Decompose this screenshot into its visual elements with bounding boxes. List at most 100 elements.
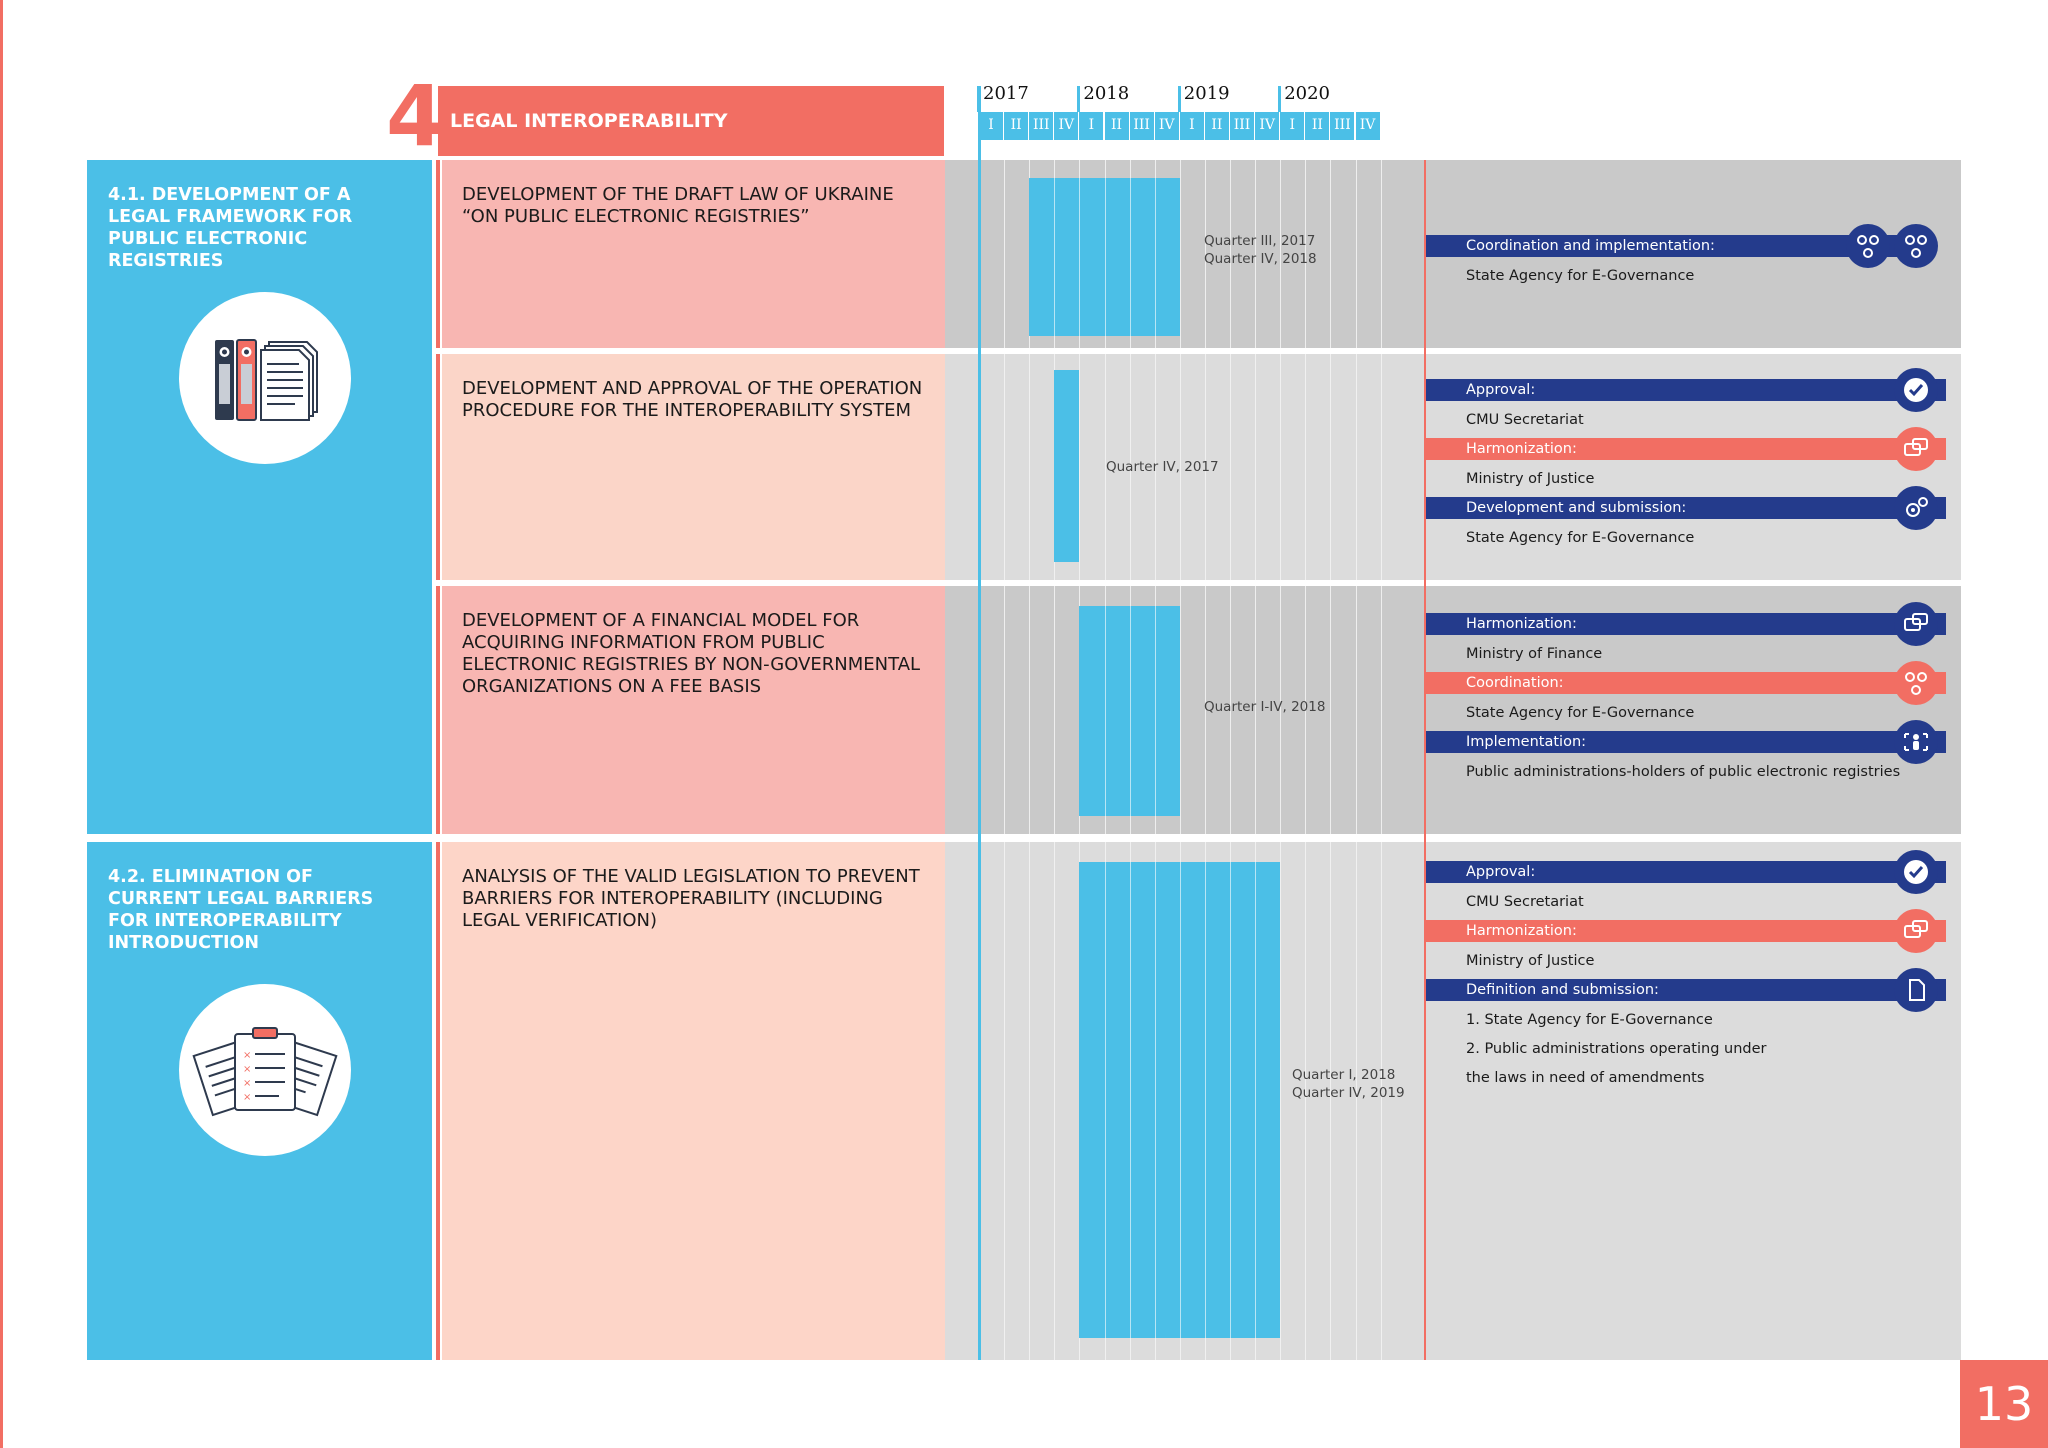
period-label: Quarter IV, 2017 [1106,458,1219,476]
quarter-cell: III [1129,112,1155,140]
timeline-end-axis [1424,160,1426,1360]
quarter-grid-line [1129,354,1131,580]
task-separator-line [436,842,440,1360]
period-label: Quarter III, 2017 Quarter IV, 2018 [1204,232,1317,268]
task-separator-line [436,354,440,580]
quarter-grid-line [1305,842,1307,1360]
gantt-bar [1029,178,1180,336]
responsibility-role-bar: Implementation: [1426,731,1946,753]
responsible-entity: Ministry of Finance [1466,646,1603,662]
checkmark-icon [1894,850,1938,894]
gears-icon [1894,486,1938,530]
gantt-bar-divider [1179,862,1181,1338]
quarter-cell: III [1029,112,1055,140]
task-row-4-title-cell: ANALYSIS OF THE VALID LEGISLATION TO PRE… [442,842,945,1360]
quarter-grid-line [1355,586,1357,834]
quarter-grid-line [1330,354,1332,580]
people-network-icon [1894,224,1938,268]
task-row-3-title-cell: DEVELOPMENT OF A FINANCIAL MODEL FOR ACQ… [442,586,945,834]
chat-bubbles-icon [1894,427,1938,471]
quarter-grid-line [1380,586,1382,834]
responsible-entity: CMU Secretariat [1466,412,1584,428]
responsibility-role-bar: Harmonization: [1426,438,1946,460]
quarter-cell: I [979,112,1005,140]
period-line: Quarter IV, 2017 [1106,459,1219,475]
quarter-cell: III [1230,112,1256,140]
binders-documents-icon [215,339,318,421]
task-separator-line [436,160,440,348]
svg-text:×: × [243,1092,251,1103]
quarter-grid-line [1029,354,1031,580]
gantt-bar-divider [1255,862,1257,1338]
people-network-icon [1846,224,1890,268]
quarter-cell: II [1305,112,1331,140]
gantt-bar-divider [1154,606,1156,816]
checkmark-icon [1894,368,1938,412]
quarter-grid-line [1355,160,1357,348]
task-title: DEVELOPMENT OF A FINANCIAL MODEL FOR ACQ… [462,610,921,697]
goal-title: 4.1. DEVELOPMENT OF A LEGAL FRAMEWORK FO… [108,185,353,271]
svg-text:×: × [243,1064,251,1075]
responsibility-role-bar: Harmonization: [1426,613,1946,635]
quarter-grid-line [1179,354,1181,580]
quarter-cell: I [1079,112,1105,140]
goal-4-2: 4.2. ELIMINATION OF CURRENT LEGAL BARRIE… [87,842,432,1360]
responsibility-role-bar: Definition and submission: [1426,979,1946,1001]
task-row-2-title-cell: DEVELOPMENT AND APPROVAL OF THE OPERATIO… [442,354,945,580]
year-label: 2020 [1284,83,1330,104]
gantt-bar-divider [1104,862,1106,1338]
person-arrows-icon [1894,720,1938,764]
gantt-bar-divider [1054,178,1056,336]
quarter-grid-line [1330,160,1332,348]
goal-icon-circle: × × × × [179,984,351,1156]
responsible-entity: State Agency for E-Governance [1466,705,1695,721]
quarter-grid-line [1255,160,1257,348]
responsible-entity: Ministry of Justice [1466,953,1595,969]
quarter-cell: I [1179,112,1205,140]
gantt-bar-divider [1154,862,1156,1338]
quarter-grid-line [1004,160,1006,348]
gantt-bar-divider [1154,178,1156,336]
quarter-cell: IV [1154,112,1180,140]
section-title: LEGAL INTEROPERABILITY [438,86,944,156]
page-number: 13 [1960,1360,2048,1448]
responsible-entity: Public administrations-holders of public… [1466,764,1901,780]
quarter-grid-line [1004,842,1006,1360]
task-row-1-title-cell: DEVELOPMENT OF THE DRAFT LAW OF UKRAINE … [442,160,945,348]
quarter-grid-line [1230,160,1231,348]
responsibility-role-bar: Coordination and implementation: [1426,235,1902,257]
task-title: DEVELOPMENT AND APPROVAL OF THE OPERATIO… [462,378,923,421]
quarter-grid-line [1355,354,1357,580]
year-label: 2019 [1183,83,1230,104]
quarter-grid-line [1230,354,1231,580]
quarter-grid-line [1104,354,1106,580]
left-page-rule [0,0,3,1448]
quarter-grid-line [1380,354,1382,580]
gantt-bar-divider [1079,178,1081,336]
year-label: 2017 [983,83,1029,104]
quarter-grid-line [1380,160,1382,348]
gantt-bar-divider [1129,606,1131,816]
quarter-grid-line [1029,842,1031,1360]
quarter-grid-line [1004,354,1006,580]
quarter-cell: IV [1255,112,1281,140]
svg-text:×: × [243,1050,251,1061]
quarter-cell: III [1330,112,1356,140]
responsible-entity: the laws in need of amendments [1466,1070,1705,1086]
svg-text:×: × [243,1078,251,1089]
chat-bubbles-icon [1894,602,1938,646]
quarter-grid-line [1079,354,1081,580]
goal-icon-circle [179,292,351,464]
quarter-cell: I [1280,112,1306,140]
quarter-cell: IV [1054,112,1080,140]
people-network-icon [1894,661,1938,705]
responsible-entity: 2. Public administrations operating unde… [1466,1041,1767,1057]
quarter-grid-line [1330,842,1332,1360]
quarter-cell: II [1204,112,1230,140]
period-line: Quarter I-IV, 2018 [1204,699,1326,715]
responsible-entity: 1. State Agency for E-Governance [1466,1012,1713,1028]
year-label: 2018 [1083,83,1130,104]
quarter-grid-line [1154,354,1156,580]
responsible-entity: State Agency for E-Governance [1466,530,1695,546]
period-line: Quarter IV, 2018 [1204,251,1317,267]
